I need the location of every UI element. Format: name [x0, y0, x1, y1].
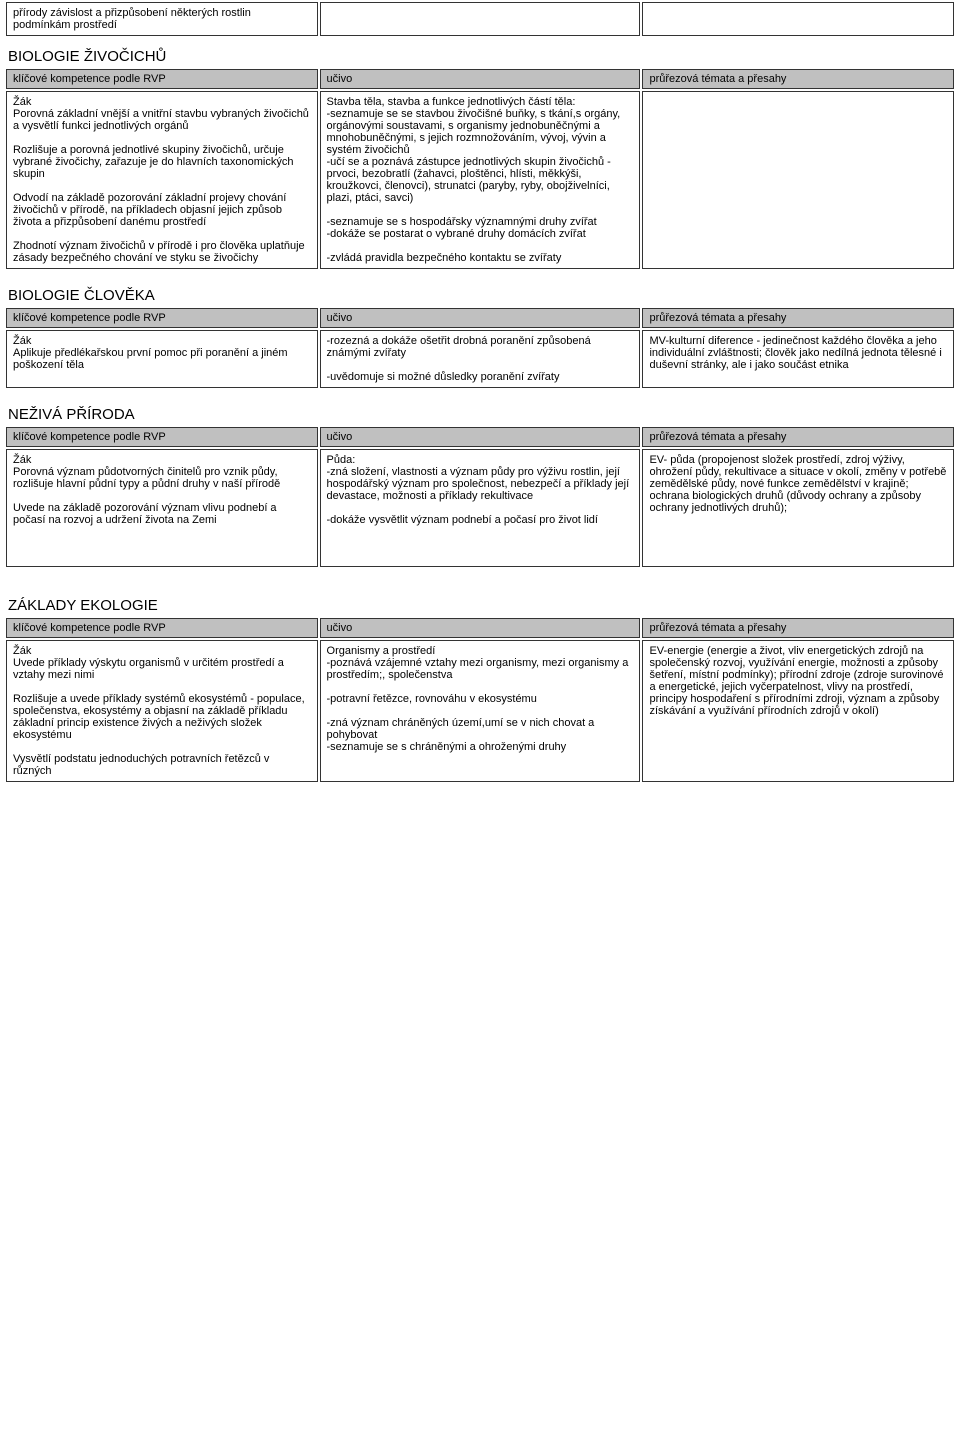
text: -dokáže vysvětlit význam podnebí a počas… [327, 514, 598, 526]
sec4-c1: Žák Uvede příklady výskytu organismů v u… [6, 640, 318, 782]
header-col1: klíčové kompetence podle RVP [6, 618, 318, 638]
text: Aplikuje předlékařskou první pomoc při p… [13, 347, 288, 371]
header-col3: průřezová témata a přesahy [642, 618, 954, 638]
text: -rozezná a dokáže ošetřit drobná poraněn… [327, 335, 591, 359]
sec3-c3: EV- půda (propojenost složek prostředí, … [642, 449, 954, 567]
header-col3: průřezová témata a přesahy [642, 427, 954, 447]
section-zaklady-ekologie: ZÁKLADY EKOLOGIE klíčové kompetence podl… [4, 587, 956, 784]
header-col1: klíčové kompetence podle RVP [6, 308, 318, 328]
header-col3: průřezová témata a přesahy [642, 69, 954, 89]
text: Uvede na základě pozorování význam vlivu… [13, 502, 277, 526]
section-biologie-cloveka: BIOLOGIE ČLOVĚKA klíčové kompetence podl… [4, 277, 956, 390]
sec1-c3 [642, 91, 954, 269]
remnant-row: přírody závislost a přizpůsobení některý… [4, 0, 956, 38]
text: Vysvětlí podstatu jednoduchých potravníc… [13, 753, 269, 777]
sec2-c3: MV-kulturní diference - jedinečnost každ… [642, 330, 954, 388]
text: -seznamuje se s chráněnými a ohroženými … [327, 741, 567, 753]
section-title: BIOLOGIE ŽIVOČICHŮ [6, 40, 954, 67]
text: Žák [13, 645, 31, 657]
section-neziva-priroda: NEŽIVÁ PŘÍRODA klíčové kompetence podle … [4, 396, 956, 569]
sec2-c2: -rozezná a dokáže ošetřit drobná poraněn… [320, 330, 641, 388]
text: Žák [13, 454, 31, 466]
header-col1: klíčové kompetence podle RVP [6, 69, 318, 89]
sec2-c1: Žák Aplikuje předlékařskou první pomoc p… [6, 330, 318, 388]
text: Žák [13, 96, 31, 108]
text: -zná složení, vlastnosti a význam půdy p… [327, 466, 630, 502]
text: -uvědomuje si možné důsledky poranění zv… [327, 371, 560, 383]
header-col2: učivo [320, 308, 641, 328]
section-biologie-zivocichu: BIOLOGIE ŽIVOČICHŮ klíčové kompetence po… [4, 38, 956, 271]
text: Porovná základní vnější a vnitřní stavbu… [13, 108, 309, 132]
text: -učí se a poznává zástupce jednotlivých … [327, 156, 611, 204]
text: -seznamuje se s hospodářsky významnými d… [327, 216, 597, 228]
sec3-c1: Žák Porovná význam půdotvorných činitelů… [6, 449, 318, 567]
text: -seznamuje se se stavbou živočišné buňky… [327, 108, 621, 156]
text: Půda: [327, 454, 356, 466]
text: -zná význam chráněných území,umí se v ni… [327, 717, 595, 741]
remnant-c1: přírody závislost a přizpůsobení některý… [6, 2, 318, 36]
sec4-c3: EV-energie (energie a život, vliv energe… [642, 640, 954, 782]
text: Rozlišuje a uvede příklady systémů ekosy… [13, 693, 305, 741]
sec4-c2: Organismy a prostředí -poznává vzájemné … [320, 640, 641, 782]
header-col3: průřezová témata a přesahy [642, 308, 954, 328]
sec1-c1: Žák Porovná základní vnější a vnitřní st… [6, 91, 318, 269]
header-col2: učivo [320, 618, 641, 638]
text: Žák [13, 335, 31, 347]
text: Uvede příklady výskytu organismů v určit… [13, 657, 284, 681]
text: Stavba těla, stavba a funkce jednotlivýc… [327, 96, 576, 108]
text: Organismy a prostředí [327, 645, 436, 657]
remnant-c3 [642, 2, 954, 36]
section-title: NEŽIVÁ PŘÍRODA [6, 398, 954, 425]
section-title: BIOLOGIE ČLOVĚKA [6, 279, 954, 306]
sec3-c2: Půda: -zná složení, vlastnosti a význam … [320, 449, 641, 567]
text: Porovná význam půdotvorných činitelů pro… [13, 466, 280, 490]
text: -potravní řetězce, rovnováhu v ekosystém… [327, 693, 537, 705]
text: Zhodnotí význam živočichů v přírodě i pr… [13, 240, 305, 264]
text: -poznává vzájemné vztahy mezi organismy,… [327, 657, 629, 681]
remnant-c2 [320, 2, 641, 36]
text: Rozlišuje a porovná jednotlivé skupiny ž… [13, 144, 293, 180]
text: -zvládá pravidla bezpečného kontaktu se … [327, 252, 562, 264]
header-col1: klíčové kompetence podle RVP [6, 427, 318, 447]
header-col2: učivo [320, 69, 641, 89]
section-title: ZÁKLADY EKOLOGIE [6, 589, 954, 616]
text: Odvodí na základě pozorování základní pr… [13, 192, 286, 228]
sec1-c2: Stavba těla, stavba a funkce jednotlivýc… [320, 91, 641, 269]
header-col2: učivo [320, 427, 641, 447]
text: -dokáže se postarat o vybrané druhy domá… [327, 228, 586, 240]
